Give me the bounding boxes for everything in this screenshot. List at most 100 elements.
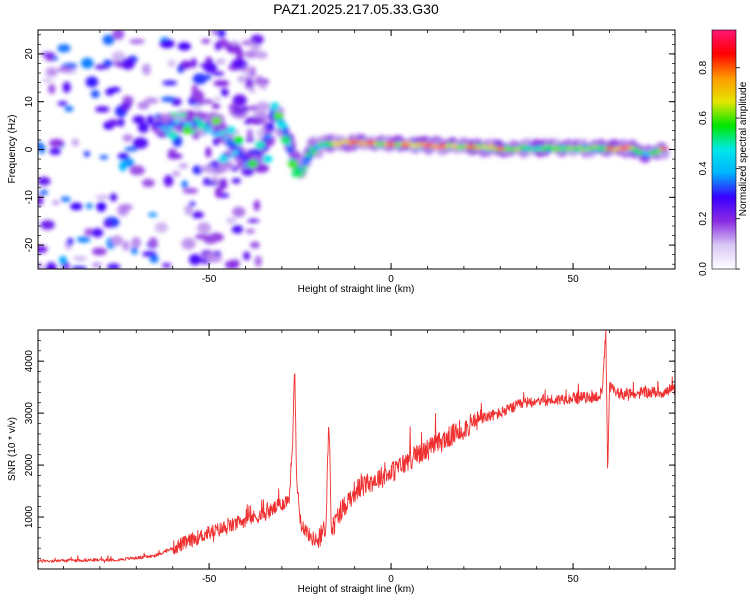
- spectrogram-cell: [248, 105, 259, 111]
- spectrogram-cell: [38, 143, 46, 154]
- spectrogram-cell: [57, 66, 73, 73]
- spectrogram-cell: [244, 50, 258, 59]
- spectrogram-cell: [218, 155, 229, 164]
- spectrogram-cell: [192, 165, 203, 175]
- spectrogram-ticks: -50 0 50 -20 -10 0 10 20: [24, 30, 675, 285]
- spectrogram-cell: [120, 101, 131, 111]
- snr-xtick-label: 50: [568, 574, 580, 585]
- spectrogram-cell: [291, 169, 302, 178]
- spectrogram-cell: [269, 102, 280, 111]
- spectrogram-cell: [137, 101, 150, 110]
- spectrogram-cell: [160, 126, 167, 131]
- spectrogram-cell: [308, 146, 315, 151]
- spectrogram-cell: [51, 56, 59, 61]
- spectrogram-cell: [191, 84, 199, 94]
- spectrogram-cell: [605, 146, 614, 151]
- spectrogram-cell: [167, 59, 176, 68]
- spectrogram-cell: [216, 162, 232, 168]
- spectrogram-cell: [178, 163, 189, 169]
- spectrogram-ytick-label: -10: [24, 190, 35, 205]
- spectrogram-cell: [214, 96, 221, 102]
- spectrogram-cell: [119, 160, 127, 172]
- spectrogram-y-axis-label: Frequency (Hz): [7, 115, 18, 184]
- spectrogram-cell: [262, 155, 273, 164]
- snr-ytick-label: 2000: [24, 454, 35, 477]
- spectrogram-cell: [467, 145, 476, 149]
- spectrogram-cell: [110, 235, 123, 247]
- spectrogram-ytick-label: 10: [24, 96, 35, 108]
- spectrogram-cell: [112, 30, 125, 40]
- spectrogram-cell: [350, 140, 359, 145]
- spectrogram-cell: [255, 101, 271, 112]
- spectrogram-cell: [49, 138, 65, 148]
- spectrogram-cell: [95, 106, 110, 113]
- spectrogram-cell: [184, 204, 193, 216]
- spectrogram-cell: [177, 42, 191, 51]
- spectrogram-ytick-label: -20: [24, 237, 35, 252]
- spectrogram-cell: [233, 149, 240, 155]
- spectrogram-cell: [181, 237, 196, 250]
- spectrogram-cell: [305, 152, 312, 157]
- colorbar-tick-label: 0.8: [698, 60, 709, 74]
- spectrogram-cell: [190, 58, 197, 68]
- spectrogram-cell: [154, 222, 169, 233]
- spectrogram-cell: [80, 57, 94, 69]
- spectrogram-cell: [423, 143, 432, 148]
- spectrogram-xtick-label: 50: [568, 274, 580, 285]
- spectrogram-cell: [206, 254, 222, 263]
- spectrogram-cell: [137, 122, 149, 133]
- spectrogram-cell: [122, 95, 134, 102]
- spectrogram-cell: [220, 87, 229, 97]
- spectrogram-cell: [203, 62, 218, 74]
- spectrogram-cell: [49, 147, 62, 156]
- spectrogram-cell: [247, 159, 258, 168]
- spectrogram-cell: [83, 150, 90, 157]
- spectrogram-cell: [167, 125, 174, 131]
- spectrogram-cell: [64, 105, 74, 112]
- spectrogram-cell: [301, 166, 308, 171]
- spectrogram-cell: [45, 67, 58, 77]
- colorbar-tick-label: 0.4: [698, 161, 709, 175]
- spectrogram-cell: [144, 97, 159, 104]
- colorbar-tick-label: 0.2: [698, 211, 709, 225]
- spectrogram-cell: [163, 174, 174, 187]
- spectrogram-cell: [496, 146, 505, 150]
- spectrogram-cell: [246, 128, 254, 141]
- spectrogram-cell: [119, 204, 133, 211]
- spectrogram-cell: [632, 147, 639, 152]
- spectrogram-cell: [387, 142, 396, 147]
- snr-plot-area: [38, 330, 675, 569]
- spectrogram-xtick-label: 0: [388, 274, 394, 285]
- spectrogram-cell: [202, 181, 218, 186]
- spectrogram-cell: [255, 75, 264, 86]
- spectrogram-heat-layer: [38, 30, 670, 269]
- spectrogram-cell: [365, 140, 374, 145]
- spectrogram-cell: [111, 51, 125, 62]
- spectrogram-cell: [245, 77, 254, 87]
- spectrogram-cell: [249, 149, 256, 155]
- spectrogram-cell: [229, 153, 236, 158]
- spectrogram-cell: [199, 165, 215, 173]
- spectrogram-cell: [90, 89, 100, 99]
- spectrogram-cell: [205, 146, 212, 158]
- spectrogram-cell: [102, 34, 115, 45]
- spectrogram-cell: [192, 73, 208, 85]
- spectrogram-cell: [196, 121, 207, 130]
- colorbar-tick-label: 0.6: [698, 111, 709, 125]
- spectrogram-cell: [76, 236, 91, 243]
- snr-xtick-label: 0: [388, 574, 394, 585]
- snr-ytick-label: 3000: [24, 402, 35, 425]
- spectrogram-cell: [241, 40, 255, 46]
- spectrogram-cell: [239, 152, 246, 157]
- spectrogram-cell: [132, 137, 149, 149]
- spectrogram-ytick-label: 20: [24, 48, 35, 60]
- spectrogram-cell: [149, 255, 159, 264]
- spectrogram-cell: [282, 131, 289, 136]
- spectrogram-cell: [122, 134, 133, 142]
- spectrogram-cell: [38, 195, 44, 206]
- spectrogram-cell: [148, 212, 158, 217]
- figure-title: PAZ1.2025.217.05.33.G30: [273, 1, 439, 17]
- spectrogram-cell: [47, 83, 56, 95]
- spectrogram-cell: [255, 140, 266, 149]
